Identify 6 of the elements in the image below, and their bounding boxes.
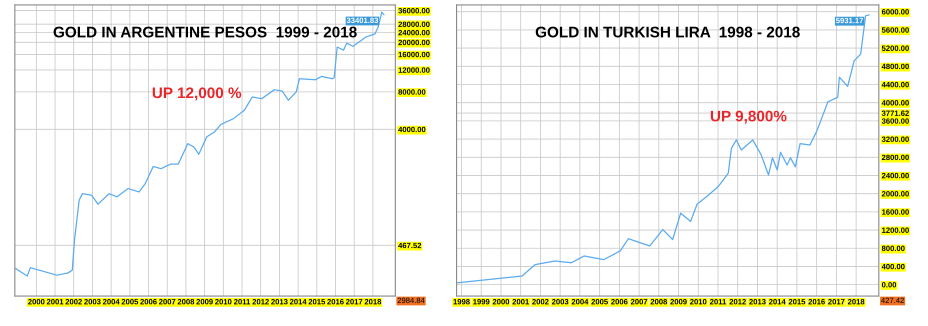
annotation: UP 9,800% [710, 110, 787, 124]
line-series [456, 14, 870, 284]
text: GOLD IN TURKISH LIRA 1998 - 2018 [536, 26, 800, 38]
annotation: UP 12,000 % [152, 87, 242, 100]
line-series [14, 11, 385, 277]
text: GOLD IN ARGENTINE PESOS 1999 - 2018 [54, 26, 357, 38]
